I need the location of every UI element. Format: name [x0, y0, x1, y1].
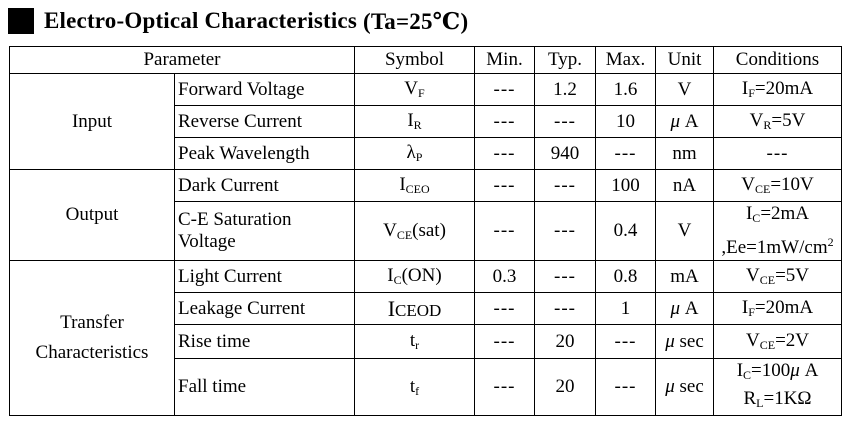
- conditions-cell: VCE=5V: [713, 260, 842, 293]
- min-cell: ---: [474, 73, 535, 106]
- param-leakage-current: Leakage Current: [174, 292, 355, 325]
- unit-cell: nA: [655, 169, 714, 202]
- param-peak-wavelength: Peak Wavelength: [174, 137, 355, 170]
- conditions-cell: IC=100μ A RL=1KΩ: [713, 358, 842, 416]
- header-symbol: Symbol: [354, 46, 475, 74]
- param-dark-current: Dark Current: [174, 169, 355, 202]
- max-cell: 0.8: [595, 260, 656, 293]
- max-cell: 0.4: [595, 201, 656, 261]
- black-square-icon: [8, 8, 34, 34]
- typ-cell: 1.2: [534, 73, 596, 106]
- table-row: Output Dark Current ICEO --- --- 100 nA …: [9, 169, 842, 261]
- conditions-cell: ---: [713, 137, 842, 170]
- symbol-cell: VF: [354, 73, 475, 106]
- max-cell: 1.6: [595, 73, 656, 106]
- unit-cell: μ A: [655, 105, 714, 138]
- conditions-cell: IC=2mA ,Ee=1mW/cm2: [713, 201, 842, 261]
- table-row: Reverse Current IR --- --- 10 μ A VR=5V: [10, 105, 842, 138]
- max-cell: 1: [595, 292, 656, 325]
- characteristics-table: Parameter Symbol Min. Typ. Max. Unit Con…: [9, 46, 842, 416]
- table-row: C-E Saturation Voltage VCE(sat) --- --- 0…: [10, 201, 842, 261]
- unit-cell: μ sec: [655, 358, 714, 416]
- param-fall-time: Fall time: [174, 358, 355, 416]
- min-cell: ---: [474, 201, 535, 261]
- conditions-cell: VCE=2V: [713, 324, 842, 359]
- symbol-cell: λP: [354, 137, 475, 170]
- min-cell: ---: [474, 137, 535, 170]
- typ-cell: ---: [534, 169, 596, 202]
- header-conditions: Conditions: [713, 46, 842, 74]
- conditions-cell: IF=20mA: [713, 73, 842, 106]
- min-cell: ---: [474, 292, 535, 325]
- header-max: Max.: [595, 46, 656, 74]
- min-cell: ---: [474, 105, 535, 138]
- symbol-cell: VCE(sat): [354, 201, 475, 261]
- param-forward-voltage: Forward Voltage: [174, 73, 355, 106]
- typ-cell: ---: [534, 201, 596, 261]
- typ-cell: ---: [534, 292, 596, 325]
- symbol-cell: ICEOD: [354, 292, 475, 325]
- group-input: Input: [9, 73, 175, 170]
- param-reverse-current: Reverse Current: [174, 105, 355, 138]
- min-cell: ---: [474, 358, 535, 416]
- param-ce-saturation: C-E Saturation Voltage: [174, 201, 355, 261]
- table-row: Peak Wavelength λP --- 940 --- nm ---: [10, 137, 842, 170]
- unit-cell: μ sec: [655, 324, 714, 359]
- conditions-cell: VCE=10V: [713, 169, 842, 202]
- max-cell: ---: [595, 324, 656, 359]
- unit-cell: V: [655, 201, 714, 261]
- symbol-cell: IR: [354, 105, 475, 138]
- max-cell: 100: [595, 169, 656, 202]
- unit-cell: μ A: [655, 292, 714, 325]
- header-min: Min.: [474, 46, 535, 74]
- header-parameter: Parameter: [9, 46, 355, 74]
- min-cell: 0.3: [474, 260, 535, 293]
- symbol-cell: tr: [354, 324, 475, 359]
- header-row: Parameter Symbol Min. Typ. Max. Unit Con…: [9, 46, 842, 74]
- group-transfer: Transfer Characteristics: [9, 260, 175, 416]
- typ-cell: ---: [534, 105, 596, 138]
- group-output: Output: [9, 169, 175, 261]
- min-cell: ---: [474, 324, 535, 359]
- symbol-cell: tf: [354, 358, 475, 416]
- max-cell: ---: [595, 137, 656, 170]
- table-row: Transfer Characteristics Light Current IC…: [9, 260, 842, 416]
- max-cell: 10: [595, 105, 656, 138]
- symbol-cell: IC(ON): [354, 260, 475, 293]
- param-rise-time: Rise time: [174, 324, 355, 359]
- table-row: Rise time tr --- 20 --- μ sec VCE=2V: [10, 324, 842, 359]
- typ-cell: 20: [534, 358, 596, 416]
- unit-cell: nm: [655, 137, 714, 170]
- max-cell: ---: [595, 358, 656, 416]
- conditions-cell: VR=5V: [713, 105, 842, 138]
- section-title: Electro-Optical Characteristics (Ta=25℃): [8, 4, 468, 38]
- conditions-cell: IF=20mA: [713, 292, 842, 325]
- typ-cell: ---: [534, 260, 596, 293]
- title-main: Electro-Optical Characteristics: [44, 8, 357, 33]
- header-typ: Typ.: [534, 46, 596, 74]
- header-unit: Unit: [655, 46, 714, 74]
- title-condition: (Ta=25℃): [362, 8, 469, 34]
- typ-cell: 20: [534, 324, 596, 359]
- symbol-cell: ICEO: [354, 169, 475, 202]
- unit-cell: V: [655, 73, 714, 106]
- min-cell: ---: [474, 169, 535, 202]
- typ-cell: 940: [534, 137, 596, 170]
- param-light-current: Light Current: [174, 260, 355, 293]
- table-row: Input Forward Voltage VF --- 1.2 1.6 V I…: [9, 73, 842, 170]
- unit-cell: mA: [655, 260, 714, 293]
